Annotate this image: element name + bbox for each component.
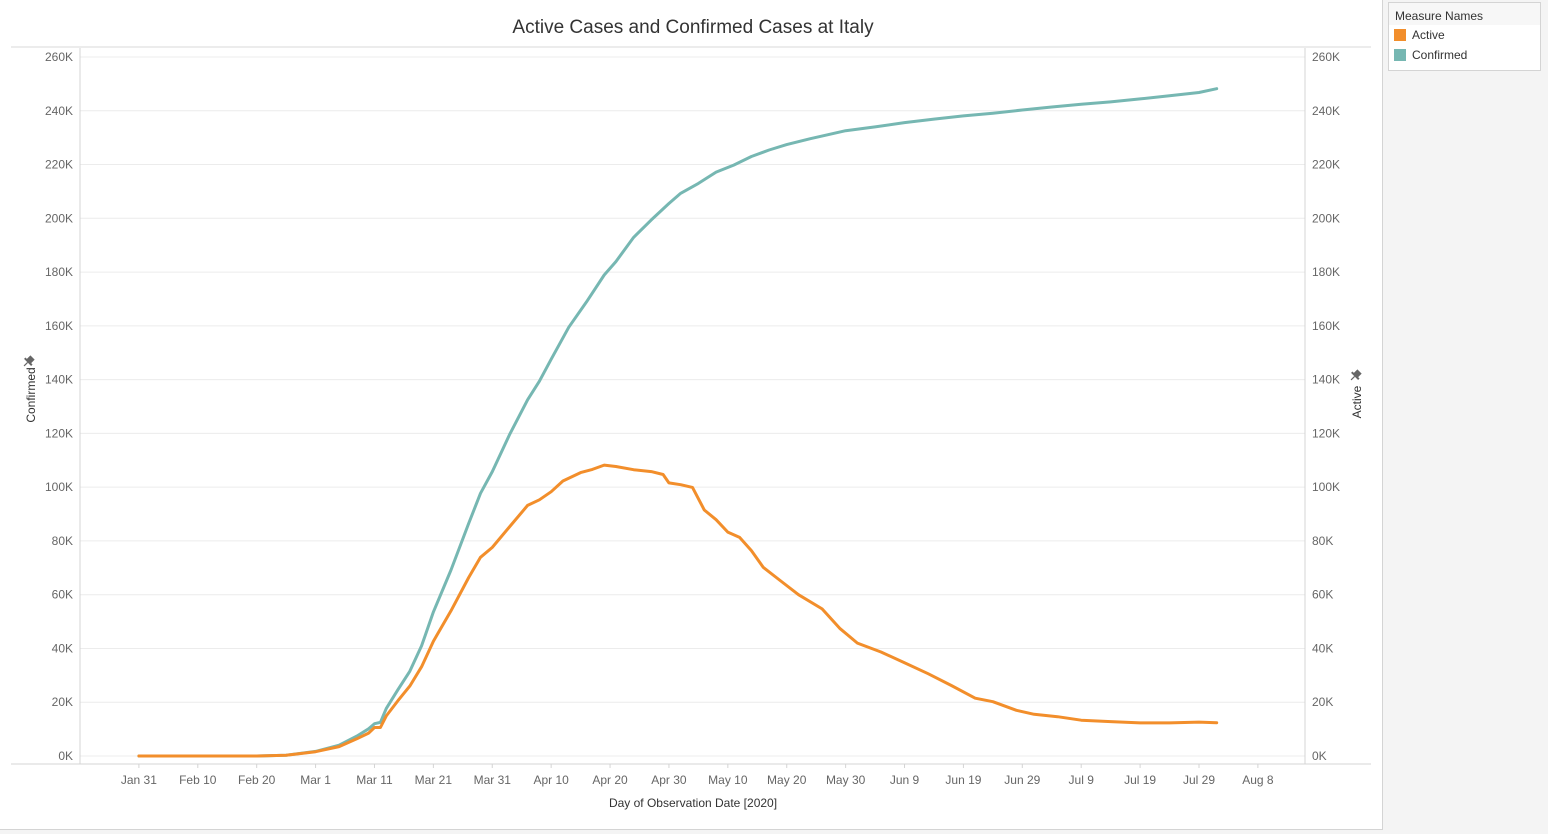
x-tick-label: May 30 bbox=[826, 773, 866, 787]
gridlines bbox=[80, 56, 1305, 757]
series-line-active bbox=[137, 463, 1219, 758]
left-y-tick-label: 80K bbox=[52, 534, 73, 548]
left-y-tick-label: 40K bbox=[52, 641, 73, 655]
left-axis-ticks: 0K 20K 40K 60K 80K 100K 120K 140K 160K 180K 200K 22… bbox=[45, 50, 73, 763]
legend[interactable]: Measure Names Active Confirmed bbox=[1388, 2, 1541, 71]
left-y-tick-label: 220K bbox=[45, 158, 73, 172]
right-axis-title: Active bbox=[1350, 385, 1364, 418]
right-y-tick-label: 140K bbox=[1312, 373, 1340, 387]
left-y-tick-label: 120K bbox=[45, 426, 73, 440]
x-tick-label: Jun 29 bbox=[1004, 773, 1040, 787]
x-tick-label: May 10 bbox=[708, 773, 748, 787]
x-tick-label: Jul 19 bbox=[1124, 773, 1156, 787]
right-y-tick-label: 20K bbox=[1312, 695, 1333, 709]
left-y-tick-label: 60K bbox=[52, 588, 73, 602]
x-tick-label: Feb 20 bbox=[238, 773, 276, 787]
x-tick-label: Jul 9 bbox=[1069, 773, 1095, 787]
x-axis-title: Day of Observation Date [2020] bbox=[609, 796, 777, 810]
x-tick-label: Jul 29 bbox=[1183, 773, 1215, 787]
left-y-tick-label: 260K bbox=[45, 50, 73, 64]
right-y-tick-label: 200K bbox=[1312, 211, 1340, 225]
right-y-tick-label: 240K bbox=[1312, 104, 1340, 118]
left-axis-pin-icon[interactable] bbox=[21, 354, 37, 370]
legend-swatch-active bbox=[1394, 29, 1406, 41]
x-tick-label: Apr 30 bbox=[651, 773, 687, 787]
right-y-tick-label: 260K bbox=[1312, 50, 1340, 64]
left-y-tick-label: 180K bbox=[45, 265, 73, 279]
right-y-tick-label: 220K bbox=[1312, 158, 1340, 172]
left-y-tick-label: 100K bbox=[45, 480, 73, 494]
left-axis-title: Confirmed bbox=[24, 367, 38, 422]
x-tick-label: Mar 1 bbox=[300, 773, 331, 787]
x-tick-label: Aug 8 bbox=[1242, 773, 1274, 787]
line-chart: Active Cases and Confirmed Cases at Ital… bbox=[11, 17, 1371, 810]
x-tick-label: Jan 31 bbox=[121, 773, 157, 787]
series-lines bbox=[137, 87, 1219, 758]
left-y-tick-label: 0K bbox=[58, 749, 73, 763]
x-tick-label: Feb 10 bbox=[179, 773, 217, 787]
legend-title: Measure Names bbox=[1389, 3, 1540, 25]
left-axis-title-group: Confirmed bbox=[24, 367, 38, 422]
legend-item-confirmed[interactable]: Confirmed bbox=[1389, 45, 1540, 65]
axes bbox=[11, 48, 1371, 765]
right-axis-ticks: 0K 20K 40K 60K 80K 100K 120K 140K 160K 180K 200K 22… bbox=[1312, 50, 1340, 763]
x-tick-label: Mar 11 bbox=[356, 773, 393, 787]
right-y-tick-label: 0K bbox=[1312, 749, 1327, 763]
x-tick-label: Mar 21 bbox=[415, 773, 453, 787]
legend-swatch-confirmed bbox=[1394, 49, 1406, 61]
right-y-tick-label: 180K bbox=[1312, 265, 1340, 279]
x-axis-ticks: Jan 31 Feb 10 Feb 20 Mar 1 Mar 11 Mar 21 Mar 3… bbox=[121, 764, 1274, 787]
right-y-tick-label: 80K bbox=[1312, 534, 1333, 548]
x-tick-label: Jun 19 bbox=[945, 773, 981, 787]
left-y-tick-label: 240K bbox=[45, 104, 73, 118]
series-line-confirmed bbox=[137, 87, 1219, 758]
left-y-tick-label: 20K bbox=[52, 695, 73, 709]
legend-item-active[interactable]: Active bbox=[1389, 25, 1540, 45]
right-axis-pin-icon[interactable] bbox=[1348, 368, 1364, 384]
chart-title: Active Cases and Confirmed Cases at Ital… bbox=[512, 17, 874, 38]
right-y-tick-label: 40K bbox=[1312, 641, 1333, 655]
right-y-tick-label: 160K bbox=[1312, 319, 1340, 333]
right-axis-title-group: Active bbox=[1350, 385, 1364, 418]
right-y-tick-label: 100K bbox=[1312, 480, 1340, 494]
right-y-tick-label: 60K bbox=[1312, 588, 1333, 602]
x-tick-label: Jun 9 bbox=[890, 773, 920, 787]
left-y-tick-label: 160K bbox=[45, 319, 73, 333]
x-tick-label: Mar 31 bbox=[474, 773, 512, 787]
right-y-tick-label: 120K bbox=[1312, 426, 1340, 440]
left-y-tick-label: 140K bbox=[45, 373, 73, 387]
x-tick-label: Apr 10 bbox=[533, 773, 569, 787]
chart-panel: Active Cases and Confirmed Cases at Ital… bbox=[0, 0, 1383, 830]
legend-label-active: Active bbox=[1412, 28, 1445, 42]
x-tick-label: May 20 bbox=[767, 773, 807, 787]
left-y-tick-label: 200K bbox=[45, 211, 73, 225]
x-tick-label: Apr 20 bbox=[592, 773, 628, 787]
legend-label-confirmed: Confirmed bbox=[1412, 48, 1468, 62]
